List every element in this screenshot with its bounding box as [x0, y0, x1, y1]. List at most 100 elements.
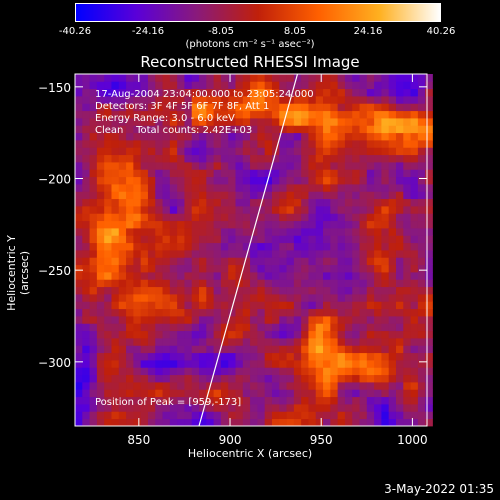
heatmap-cell: [395, 184, 404, 192]
heatmap-cell: [417, 294, 426, 302]
heatmap-cell: [133, 184, 142, 192]
heatmap-cell: [191, 301, 200, 310]
y-tick-label: −250: [38, 264, 71, 278]
heatmap-cell: [279, 294, 287, 302]
heatmap-cell: [191, 125, 200, 134]
heatmap-cell: [271, 184, 280, 192]
heatmap-cell: [191, 345, 200, 354]
heatmap-cell: [271, 279, 280, 288]
heatmap-cell: [118, 367, 127, 376]
heatmap-cell: [344, 191, 353, 200]
heatmap-cell: [271, 81, 280, 90]
heatmap-cell: [126, 264, 134, 273]
heatmap-cell: [359, 88, 368, 97]
heatmap-cell: [177, 389, 185, 398]
heatmap-cell: [199, 316, 207, 324]
heatmap-cell: [352, 404, 360, 412]
heatmap-cell: [395, 140, 404, 148]
heatmap-cell: [133, 213, 142, 222]
heatmap-cell: [242, 110, 251, 119]
heatmap-cell: [235, 396, 244, 405]
heatmap-cell: [264, 360, 273, 368]
heatmap-cell: [301, 330, 309, 339]
heatmap-cell: [104, 345, 112, 354]
heatmap-cell: [104, 279, 112, 288]
heatmap-cell: [191, 330, 200, 339]
heatmap-cell: [293, 389, 302, 398]
heatmap-cell: [359, 404, 368, 412]
heatmap-cell: [293, 264, 302, 273]
heatmap-cell: [118, 176, 127, 185]
heatmap-cell: [417, 242, 426, 251]
heatmap-cell: [228, 308, 236, 317]
heatmap-cell: [403, 110, 411, 119]
heatmap-cell: [395, 301, 404, 310]
heatmap-cell: [147, 418, 156, 427]
heatmap-cell: [155, 257, 163, 266]
heatmap-cell: [126, 382, 134, 390]
heatmap-cell: [147, 264, 156, 273]
heatmap-cell: [395, 176, 404, 185]
heatmap-cells: [75, 74, 433, 427]
heatmap-cell: [315, 176, 324, 185]
heatmap-cell: [235, 323, 244, 332]
heatmap-cell: [147, 257, 156, 266]
heatmap-cell: [177, 74, 185, 82]
heatmap-cell: [323, 118, 331, 126]
heatmap-cell: [242, 316, 251, 324]
heatmap-cell: [118, 338, 127, 346]
heatmap-cell: [366, 294, 375, 302]
heatmap-cell: [344, 198, 353, 207]
heatmap-cell: [330, 242, 339, 251]
heatmap-cell: [104, 154, 112, 163]
heatmap-cell: [388, 140, 397, 148]
heatmap-cell: [235, 140, 244, 148]
heatmap-cell: [199, 125, 207, 134]
heatmap-cell: [374, 169, 382, 178]
heatmap-cell: [395, 404, 404, 412]
heatmap-cell: [271, 286, 280, 295]
heatmap-cell: [250, 184, 258, 192]
heatmap-cell: [425, 418, 433, 427]
heatmap-cell: [330, 132, 339, 141]
heatmap-cell: [264, 382, 273, 390]
heatmap-cell: [133, 162, 142, 170]
heatmap-cell: [410, 250, 419, 258]
heatmap-cell: [104, 184, 112, 192]
heatmap-cell: [155, 110, 163, 119]
heatmap-cell: [344, 206, 353, 214]
heatmap-cell: [235, 257, 244, 266]
heatmap-cell: [104, 132, 112, 141]
heatmap-cell: [410, 81, 419, 90]
heatmap-cell: [279, 279, 287, 288]
heatmap-cell: [162, 352, 171, 361]
heatmap-cell: [425, 404, 433, 412]
heatmap-cell: [308, 294, 317, 302]
heatmap-cell: [359, 323, 368, 332]
heatmap-cell: [293, 103, 302, 112]
heatmap-cell: [104, 389, 112, 398]
heatmap-cell: [89, 382, 98, 390]
heatmap-cell: [374, 154, 382, 163]
heatmap-cell: [118, 396, 127, 405]
heatmap-cell: [147, 308, 156, 317]
heatmap-cell: [359, 360, 368, 368]
colorbar-tick: -40.26: [58, 26, 92, 37]
heatmap-cell: [308, 308, 317, 317]
heatmap-cell: [177, 404, 185, 412]
heatmap-cell: [155, 140, 163, 148]
heatmap-cell: [140, 206, 149, 214]
heatmap-cell: [118, 418, 127, 427]
heatmap-cell: [323, 125, 331, 134]
heatmap-cell: [315, 235, 324, 244]
heatmap-cell: [395, 257, 404, 266]
heatmap-cell: [96, 213, 105, 222]
heatmap-cell: [220, 132, 229, 141]
heatmap-cell: [177, 294, 185, 302]
heatmap-cell: [126, 418, 134, 427]
heatmap-cell: [250, 418, 258, 427]
heatmap-cell: [293, 272, 302, 280]
heatmap-cell: [177, 308, 185, 317]
heatmap-cell: [257, 301, 266, 310]
heatmap-cell: [403, 294, 411, 302]
